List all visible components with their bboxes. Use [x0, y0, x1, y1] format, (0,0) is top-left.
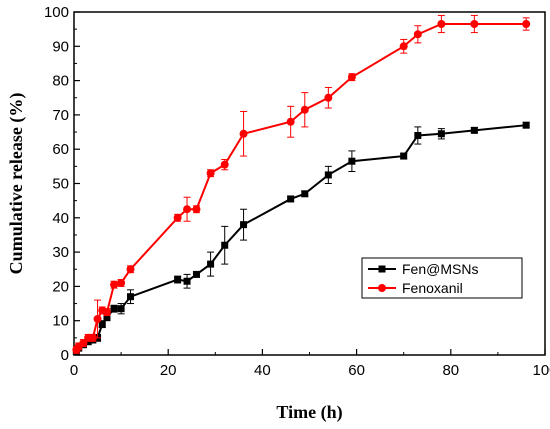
x-tick-label: 60: [348, 362, 365, 379]
data-point: [207, 260, 215, 268]
data-point: [437, 130, 445, 138]
data-point: [300, 105, 309, 114]
data-point: [102, 308, 111, 317]
y-tick-label: 80: [52, 73, 69, 90]
data-point: [239, 129, 248, 138]
data-point: [240, 221, 248, 229]
y-tick-label: 100: [44, 4, 69, 21]
data-point: [414, 131, 422, 139]
x-tick-label: 40: [254, 362, 271, 379]
data-point: [399, 42, 408, 51]
legend-marker-fen-msns: [378, 265, 386, 273]
data-point: [103, 313, 111, 321]
y-tick-label: 10: [52, 313, 69, 330]
y-tick-label: 20: [52, 278, 69, 295]
data-point: [287, 195, 295, 203]
data-point: [400, 152, 408, 160]
data-point: [117, 278, 126, 287]
data-point: [470, 126, 478, 134]
data-point: [79, 338, 88, 347]
data-point: [183, 205, 192, 214]
data-point: [220, 160, 229, 169]
data-point: [301, 190, 309, 198]
data-point: [98, 320, 106, 328]
y-axis-title: Cumulative release (%): [6, 93, 27, 275]
data-point: [347, 73, 356, 82]
legend-label-fen-msns: Fen@MSNs: [402, 261, 478, 277]
legend-label-fenoxanil: Fenoxanil: [402, 280, 463, 296]
data-point: [192, 205, 201, 214]
data-point: [324, 93, 333, 102]
data-point: [93, 314, 102, 323]
series-layer: [72, 14, 531, 356]
data-point: [174, 276, 182, 284]
y-tick-label: 50: [52, 176, 69, 193]
data-point: [437, 20, 446, 29]
y-tick-label: 40: [52, 210, 69, 227]
legend-marker-fenoxanil: [378, 284, 386, 292]
data-point: [183, 277, 191, 285]
y-tick-label: 30: [52, 244, 69, 261]
data-point: [206, 169, 215, 178]
y-tick-label: 90: [52, 38, 69, 55]
data-point: [192, 270, 200, 278]
legend-box: [361, 257, 523, 299]
data-point: [286, 117, 295, 126]
series-line: [75, 124, 527, 353]
data-point: [522, 121, 530, 129]
data-point: [126, 265, 135, 274]
x-tick-label: 100: [532, 362, 550, 379]
legend: Fen@MSNs Fenoxanil: [361, 257, 523, 299]
series-1: [72, 14, 531, 354]
data-point: [413, 30, 422, 39]
x-tick-label: 20: [160, 362, 177, 379]
plot-frame: [73, 11, 546, 356]
data-point: [117, 305, 125, 313]
data-point: [470, 20, 479, 29]
x-tick-label: 0: [70, 362, 78, 379]
axis-ticks: 0 20 40 60 80 100 0 10 20 30 40 50 60 70 80 90 100: [44, 4, 550, 379]
data-point: [221, 241, 229, 249]
x-axis-title: Time (h): [276, 402, 342, 423]
series-line: [75, 23, 527, 351]
data-point: [522, 20, 531, 29]
data-point: [173, 213, 182, 222]
data-point: [127, 293, 135, 301]
data-point: [348, 157, 356, 165]
data-point: [88, 333, 97, 342]
x-tick-label: 80: [442, 362, 459, 379]
series-0: [72, 121, 530, 356]
data-point: [110, 280, 119, 289]
data-point: [110, 305, 118, 313]
y-tick-label: 0: [61, 347, 69, 364]
y-tick-label: 60: [52, 141, 69, 158]
y-tick-label: 70: [52, 107, 69, 124]
data-point: [324, 171, 332, 179]
